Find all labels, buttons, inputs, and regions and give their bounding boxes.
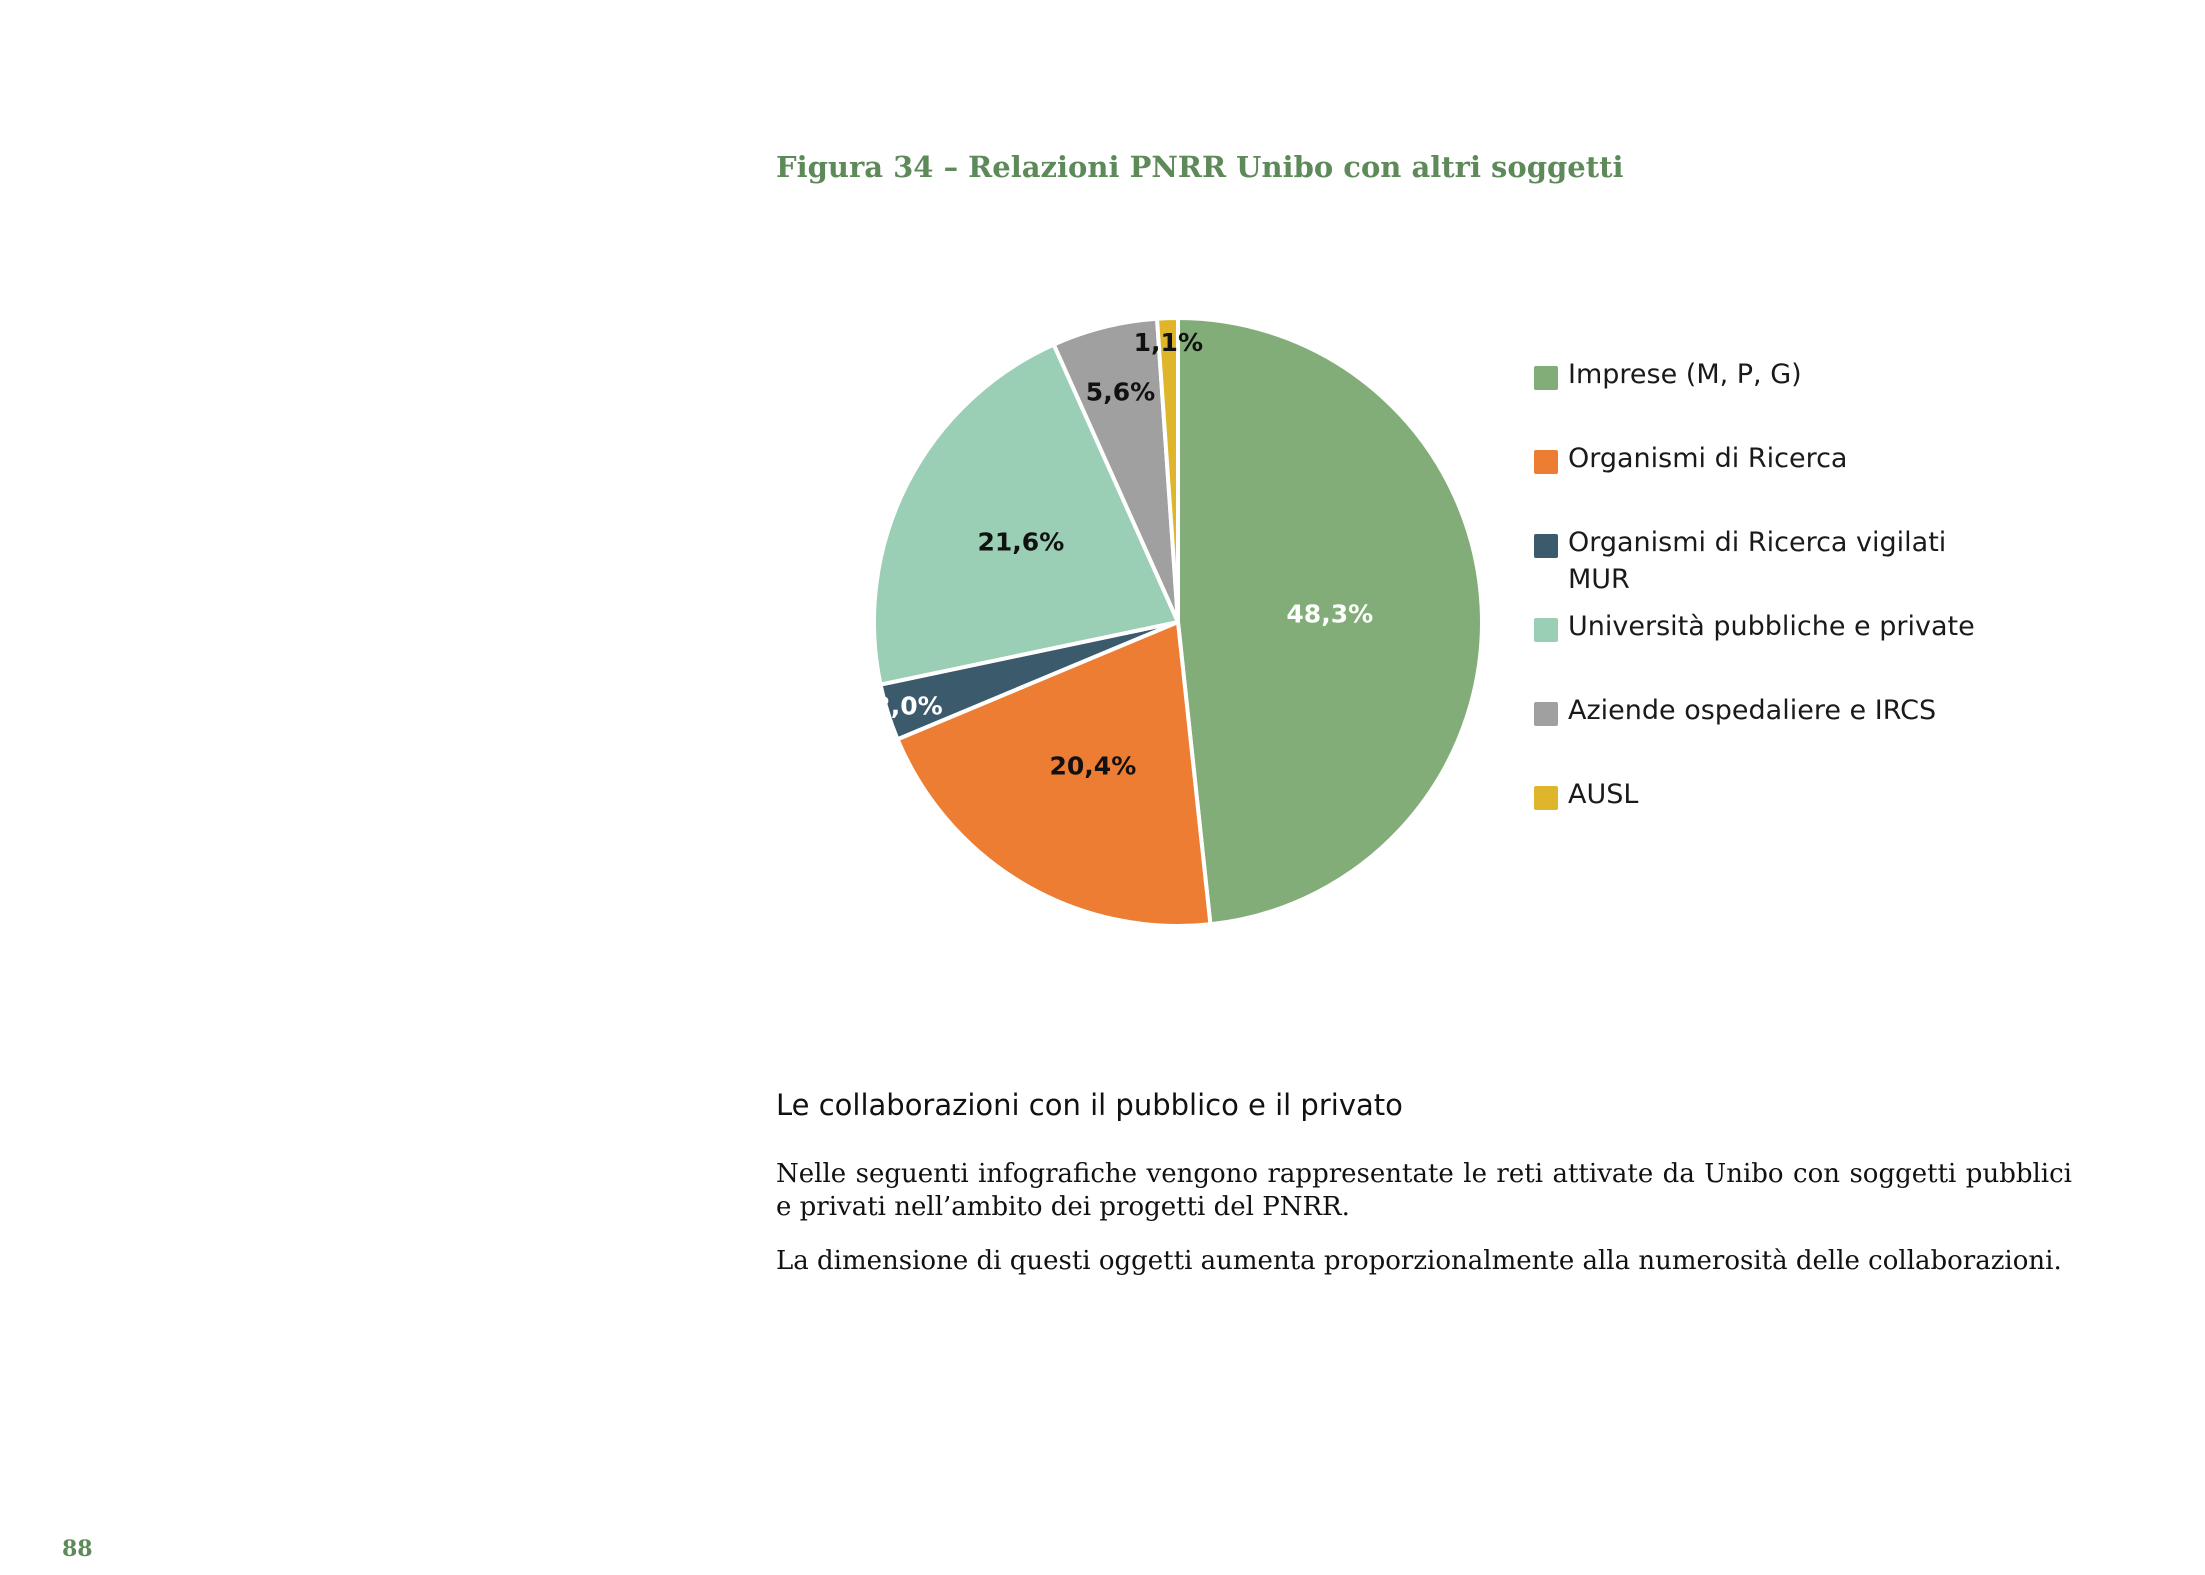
page-number: 88	[62, 1536, 93, 1562]
legend-swatch	[1534, 702, 1558, 726]
slice-data-label: 21,6%	[978, 527, 1065, 556]
legend-swatch	[1534, 534, 1558, 558]
pie-slice	[1155, 316, 1180, 624]
legend-label: AUSL	[1568, 779, 1639, 810]
slice-data-label: 3,0%	[873, 691, 942, 720]
section-heading: Le collaborazioni con il pubblico e il p…	[776, 1088, 1403, 1122]
slice-data-label: 5,6%	[1086, 377, 1155, 406]
pie-slice	[895, 620, 1213, 928]
body-paragraph: Nelle seguenti infografiche vengono rapp…	[776, 1159, 2072, 1222]
legend-label: Università pubbliche e private	[1568, 611, 1975, 642]
legend-label: Organismi di Ricerca vigilati MUR	[1568, 527, 1947, 595]
legend-label: Imprese (M, P, G)	[1568, 359, 1802, 390]
slice-data-label: 1,1%	[1134, 328, 1203, 357]
slice-data-label: 48,3%	[1286, 599, 1373, 628]
legend-label: Organismi di Ricerca	[1568, 443, 1848, 474]
legend-label: Aziende ospedaliere e IRCS	[1568, 695, 1937, 726]
legend-swatch	[1534, 786, 1558, 810]
legend-swatch	[1534, 618, 1558, 642]
body-paragraph: La dimensione di questi oggetti aumenta …	[776, 1246, 2062, 1276]
legend-swatch	[1534, 366, 1558, 390]
figure-title: Figura 34 – Relazioni PNRR Unibo con alt…	[776, 150, 1624, 184]
slice-data-label: 20,4%	[1050, 751, 1137, 780]
pie-slice	[1176, 316, 1484, 927]
pie-slice	[872, 342, 1180, 687]
legend-swatch	[1534, 450, 1558, 474]
